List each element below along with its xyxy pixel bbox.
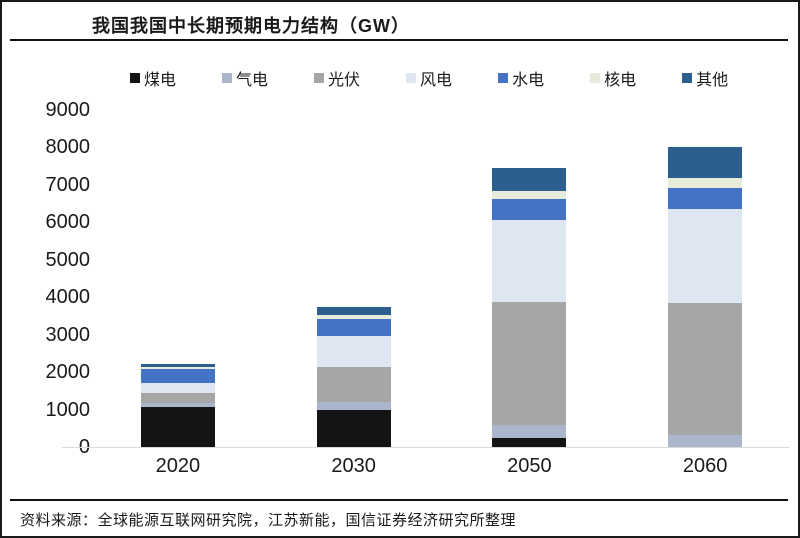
- bar-segment-2060-气电: [668, 434, 743, 447]
- bar-segment-2030-煤电: [316, 409, 391, 447]
- legend-item-气电: 气电: [222, 66, 268, 90]
- legend-swatch-icon: [682, 73, 693, 83]
- bar-segment-2030-气电: [316, 402, 391, 410]
- legend-item-风电: 风电: [406, 66, 452, 90]
- y-tick-label: 1000: [45, 398, 91, 421]
- bar-segment-2030-光伏: [316, 366, 391, 403]
- bar-slot-2020: [90, 102, 266, 447]
- y-tick-label: 8000: [45, 136, 91, 159]
- legend-swatch-icon: [406, 73, 417, 83]
- bar-segment-2060-风电: [668, 208, 743, 303]
- y-tick-label: 9000: [45, 99, 91, 121]
- bar-segment-2030-核电: [316, 315, 391, 319]
- bar-segment-2030-风电: [316, 335, 391, 367]
- y-tick-label: 5000: [45, 248, 91, 271]
- stacked-bar-2020: [140, 364, 215, 447]
- plot-area: [90, 102, 793, 447]
- x-axis-labels: 2020 2030 2050 2060: [90, 455, 793, 478]
- x-tick-label: 2030: [331, 455, 376, 477]
- legend-item-煤电: 煤电: [130, 66, 176, 90]
- bar-segment-2020-其他: [140, 364, 215, 368]
- legend-item-核电: 核电: [590, 66, 636, 90]
- source-note: 资料来源：全球能源互联网研究院，江苏新能，国信证券经济研究所整理: [20, 512, 517, 529]
- x-axis-baseline: [62, 447, 789, 448]
- chart-legend: 煤电 气电 光伏 风电 水电 核电 其他: [130, 66, 728, 90]
- bar-segment-2060-水电: [668, 188, 743, 209]
- legend-label: 光伏: [328, 72, 361, 89]
- bar-segment-2020-风电: [140, 382, 215, 394]
- bar-segment-2020-核电: [140, 367, 215, 370]
- legend-item-其他: 其他: [682, 66, 728, 90]
- legend-label: 其他: [696, 72, 729, 89]
- y-tick-label: 7000: [45, 173, 91, 196]
- legend-item-水电: 水电: [498, 66, 544, 90]
- x-tick-label: 2020: [155, 455, 201, 477]
- x-tick-label: 2050: [507, 455, 552, 477]
- bar-segment-2050-煤电: [492, 437, 567, 447]
- stacked-bar-2030: [316, 306, 391, 447]
- bar-segment-2020-气电: [140, 402, 215, 407]
- legend-label: 风电: [420, 72, 453, 89]
- bar-segment-2050-水电: [492, 198, 567, 221]
- y-axis: 0 1000 2000 3000 4000 5000 6000 7000 8000 9000: [12, 2, 91, 536]
- y-tick-label: 4000: [45, 286, 91, 309]
- stacked-bar-2060: [668, 147, 743, 447]
- legend-swatch-icon: [130, 73, 140, 83]
- bar-segment-2060-其他: [668, 147, 743, 179]
- bar-segment-2060-核电: [668, 178, 743, 189]
- bar-segment-2030-水电: [316, 318, 391, 336]
- legend-label: 核电: [604, 72, 637, 89]
- stacked-bar-2050: [492, 168, 567, 447]
- bar-segment-2030-其他: [316, 306, 391, 316]
- legend-swatch-icon: [222, 73, 233, 83]
- bar-slot-2050: [442, 102, 618, 447]
- y-tick-label: 2000: [45, 361, 91, 384]
- legend-label: 气电: [236, 72, 269, 89]
- legend-item-光伏: 光伏: [314, 66, 360, 90]
- bar-segment-2050-其他: [492, 168, 567, 191]
- bar-segment-2020-水电: [140, 369, 215, 383]
- chart-title: 我国我国中长期预期电力结构（GW）: [92, 16, 410, 36]
- bar-segment-2060-光伏: [668, 302, 743, 435]
- y-tick-label: 6000: [45, 211, 91, 234]
- legend-swatch-icon: [314, 73, 325, 83]
- legend-swatch-icon: [498, 73, 509, 83]
- y-tick-label: 3000: [45, 323, 91, 346]
- footer-divider-line: [10, 499, 788, 501]
- bar-slot-2060: [617, 102, 793, 447]
- x-tick-label: 2060: [682, 455, 728, 477]
- bar-segment-2050-核电: [492, 190, 567, 199]
- bar-segment-2020-光伏: [140, 393, 215, 403]
- legend-label: 水电: [512, 72, 545, 89]
- bar-slot-2030: [266, 102, 442, 447]
- bar-segment-2020-煤电: [140, 406, 215, 447]
- bar-segment-2050-风电: [492, 220, 567, 302]
- bar-segment-2050-气电: [492, 425, 567, 438]
- title-divider-line: [10, 39, 788, 41]
- bar-segment-2050-光伏: [492, 301, 567, 426]
- legend-swatch-icon: [590, 73, 601, 83]
- legend-label: 煤电: [144, 72, 177, 89]
